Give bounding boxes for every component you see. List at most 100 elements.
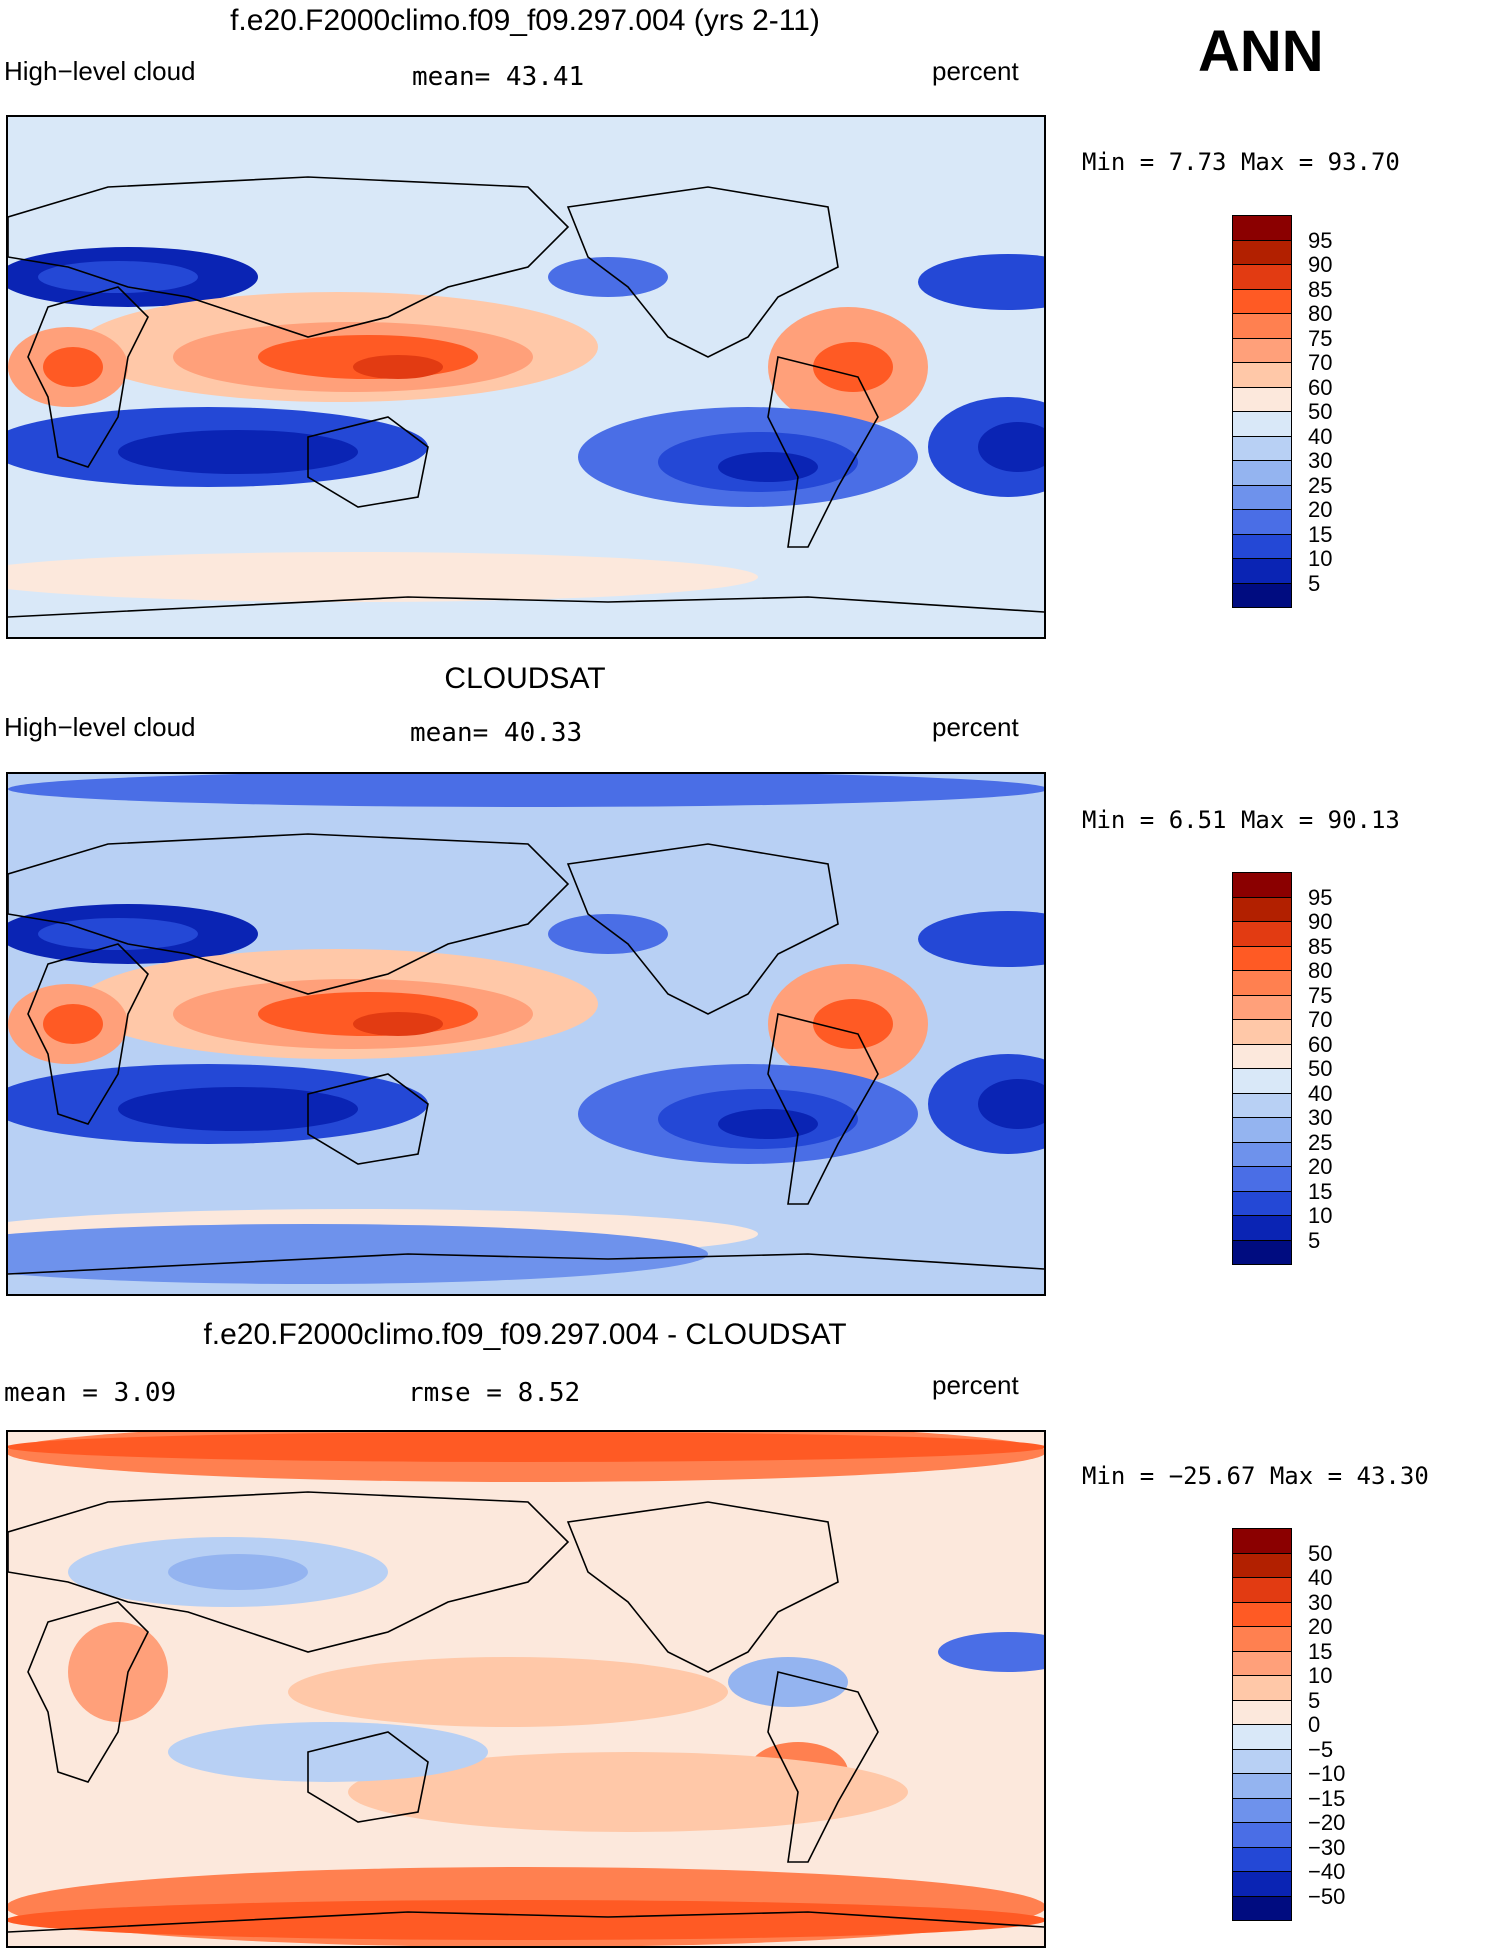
colorbar-label: 80 xyxy=(1308,958,1333,983)
contour-map xyxy=(8,117,1044,637)
colorbar-box xyxy=(1232,265,1292,290)
colorbar-box xyxy=(1232,412,1292,437)
colorbar-box xyxy=(1232,559,1292,584)
colorbar-label: 60 xyxy=(1308,1031,1333,1057)
colorbar-box xyxy=(1232,461,1292,486)
colorbar-box xyxy=(1232,1093,1292,1118)
contour-region xyxy=(938,1632,1044,1672)
colorbar-box xyxy=(1232,436,1292,461)
coastline xyxy=(307,416,429,508)
colorbar-box xyxy=(1232,1528,1292,1554)
colorbar-label: 50 xyxy=(1308,1056,1333,1081)
contour-region xyxy=(8,774,1044,807)
contour-region xyxy=(353,1012,443,1036)
season-label: ANN xyxy=(1198,19,1324,84)
colorbar-label: −40 xyxy=(1308,1859,1346,1884)
colorbar-box xyxy=(1232,1118,1292,1143)
colorbar-label: −5 xyxy=(1308,1736,1334,1762)
map-panel xyxy=(6,772,1046,1296)
panel-diff: f.e20.F2000climo.f09_f09.297.004 - CLOUD… xyxy=(0,1312,1500,1956)
colorbar-label: 40 xyxy=(1308,1080,1333,1106)
colorbar-boxes xyxy=(1232,1528,1292,1921)
coastline xyxy=(566,1501,839,1673)
contour-region xyxy=(68,1622,168,1722)
colorbar-box xyxy=(1232,583,1292,608)
minmax-label: Min = −25.67 Max = 43.30 xyxy=(1082,1462,1429,1490)
colorbar-box xyxy=(1232,1044,1292,1069)
coastline xyxy=(8,176,570,338)
colorbar-label: 10 xyxy=(1308,546,1333,571)
colorbar-label: 75 xyxy=(1308,982,1333,1008)
units-label: percent xyxy=(932,712,1019,742)
contour-region xyxy=(118,1087,358,1131)
panel-model: f.e20.F2000climo.f09_f09.297.004 (yrs 2-… xyxy=(0,0,1500,650)
colorbar-box xyxy=(1232,1627,1292,1652)
contour-region xyxy=(348,1752,908,1832)
colorbar-box xyxy=(1232,1020,1292,1045)
contour-region xyxy=(718,452,818,482)
contour-region xyxy=(168,1554,308,1590)
colorbar-box xyxy=(1232,1872,1292,1897)
map-panel xyxy=(6,1430,1046,1948)
colorbar-box xyxy=(1232,995,1292,1020)
colorbar-label: 70 xyxy=(1308,350,1333,375)
colorbar-label: −10 xyxy=(1308,1761,1346,1786)
contour-region xyxy=(8,1900,1044,1940)
contour-region xyxy=(288,1657,728,1727)
colorbar-box xyxy=(1232,1167,1292,1192)
colorbar-box xyxy=(1232,1240,1292,1265)
colorbar-label: 50 xyxy=(1308,399,1333,424)
colorbar-box xyxy=(1232,1142,1292,1167)
colorbar-box xyxy=(1232,872,1292,898)
minmax-label: Min = 6.51 Max = 90.13 xyxy=(1082,806,1400,834)
coastline xyxy=(307,1731,429,1823)
colorbar-box xyxy=(1232,289,1292,314)
coastline xyxy=(27,1601,149,1783)
colorbar-box xyxy=(1232,534,1292,559)
colorbar-label: 95 xyxy=(1308,884,1333,910)
colorbar-label: 0 xyxy=(1308,1712,1321,1737)
colorbar-label: 30 xyxy=(1308,1105,1333,1130)
panel-obs: CLOUDSAT High−level cloud mean= 40.33 pe… xyxy=(0,656,1500,1306)
coastline xyxy=(8,1491,570,1653)
colorbar-boxes xyxy=(1232,215,1292,608)
coastline xyxy=(307,1073,429,1165)
coastline xyxy=(27,286,149,468)
contour-region xyxy=(43,347,103,387)
colorbar-box xyxy=(1232,1553,1292,1578)
colorbar-box xyxy=(1232,1578,1292,1603)
contour-region xyxy=(978,422,1044,472)
coastline xyxy=(8,596,1044,618)
colorbar-box xyxy=(1232,1896,1292,1921)
colorbar-label: 20 xyxy=(1308,497,1333,522)
mean-label: mean= 40.33 xyxy=(410,718,583,748)
colorbar-label: 15 xyxy=(1308,1638,1333,1664)
colorbar-label: 95 xyxy=(1308,227,1333,253)
colorbar-label: 25 xyxy=(1308,472,1333,498)
colorbar-box xyxy=(1232,1191,1292,1216)
contour-region xyxy=(118,430,358,474)
contour-region xyxy=(43,1004,103,1044)
coastline xyxy=(767,356,879,548)
colorbar-label: 10 xyxy=(1308,1663,1333,1688)
panel-title: CLOUDSAT xyxy=(444,662,606,695)
contour-region xyxy=(718,1109,818,1139)
coastline xyxy=(767,1013,879,1205)
coastline xyxy=(27,943,149,1125)
colorbar-label: 20 xyxy=(1308,1154,1333,1179)
minmax-label: Min = 7.73 Max = 93.70 xyxy=(1082,148,1400,176)
colorbar-label: 5 xyxy=(1308,1687,1321,1713)
colorbar-label: 10 xyxy=(1308,1203,1333,1228)
colorbar-label: −50 xyxy=(1308,1883,1346,1909)
contour-region xyxy=(548,257,668,297)
colorbar-label: 15 xyxy=(1308,1178,1333,1204)
colorbar-box xyxy=(1232,510,1292,535)
contour-region xyxy=(8,1224,708,1284)
colorbar-box xyxy=(1232,1676,1292,1701)
colorbar-box xyxy=(1232,1847,1292,1872)
colorbar-label: 85 xyxy=(1308,276,1333,302)
rmse-label: rmse = 8.52 xyxy=(408,1378,581,1408)
colorbar-label: 85 xyxy=(1308,933,1333,959)
contour-region xyxy=(353,355,443,379)
colorbar-box xyxy=(1232,922,1292,947)
